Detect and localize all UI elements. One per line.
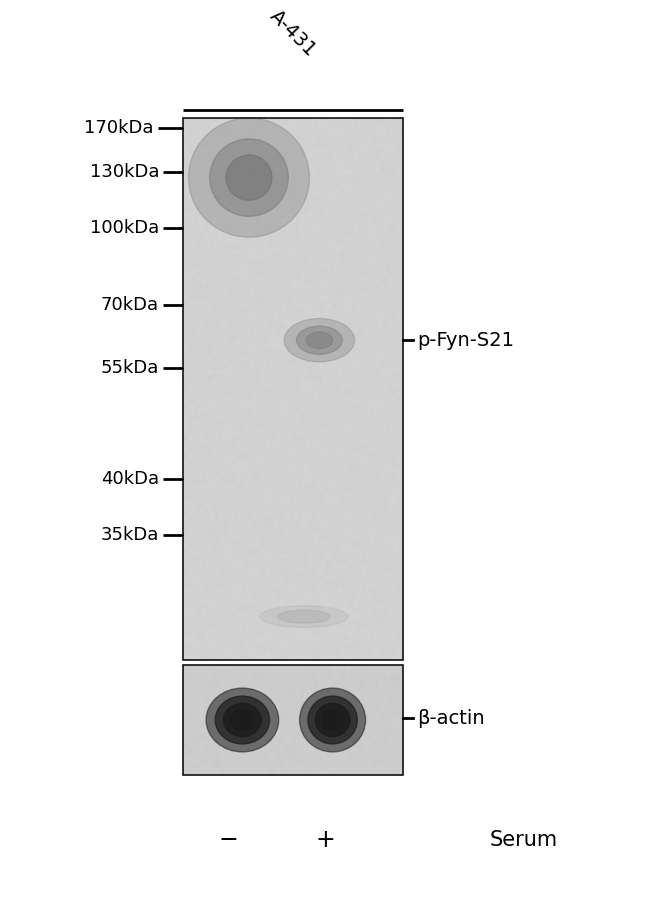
Text: p-Fyn-S21: p-Fyn-S21 (417, 331, 514, 350)
Text: Serum: Serum (490, 830, 558, 850)
Ellipse shape (322, 710, 343, 730)
Text: +: + (315, 828, 335, 852)
Text: A-431: A-431 (266, 6, 320, 60)
Ellipse shape (260, 606, 348, 628)
Ellipse shape (224, 703, 261, 736)
Bar (183, 118, 403, 660)
Ellipse shape (231, 710, 254, 730)
Text: 130kDa: 130kDa (90, 163, 159, 181)
Text: 55kDa: 55kDa (101, 359, 159, 377)
Ellipse shape (315, 703, 350, 736)
Ellipse shape (226, 155, 272, 200)
Bar (183, 665, 403, 775)
Ellipse shape (188, 118, 309, 237)
Text: 40kDa: 40kDa (101, 470, 159, 488)
Text: −: − (218, 828, 238, 852)
Ellipse shape (284, 318, 355, 362)
Ellipse shape (210, 138, 289, 217)
Text: 100kDa: 100kDa (90, 219, 159, 237)
Ellipse shape (308, 696, 358, 744)
Ellipse shape (278, 610, 330, 623)
Text: 70kDa: 70kDa (101, 296, 159, 314)
Text: 170kDa: 170kDa (84, 119, 154, 137)
Text: 35kDa: 35kDa (101, 526, 159, 544)
Ellipse shape (206, 688, 279, 752)
Text: β-actin: β-actin (417, 708, 485, 727)
Ellipse shape (306, 332, 333, 349)
Ellipse shape (300, 688, 365, 752)
Ellipse shape (296, 326, 343, 354)
Ellipse shape (215, 696, 270, 744)
